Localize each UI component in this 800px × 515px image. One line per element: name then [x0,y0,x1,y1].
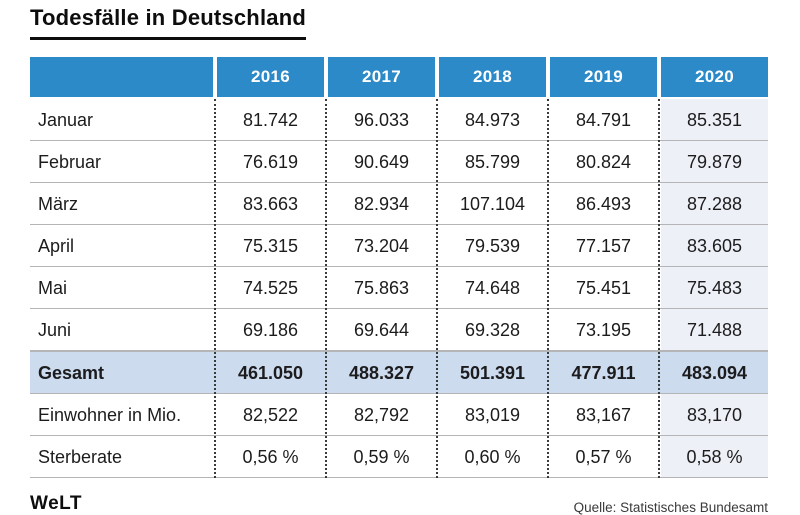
cell-value: 0,59 % [353,446,410,467]
cell-value: 74.525 [242,277,299,298]
table-row-april: April 75.315 73.204 79.539 77.157 83.605 [30,225,768,267]
row-label: April [38,235,75,256]
cell-value: 69.328 [464,319,521,340]
table-header-row: 2016 2017 2018 2019 2020 [30,57,768,97]
row-label: Februar [38,151,102,172]
table-row-sterberate: Sterberate 0,56 % 0,59 % 0,60 % 0,57 % 0… [30,436,768,478]
cell-value: 83,019 [464,404,521,425]
table-row-einwohner: Einwohner in Mio. 82,522 82,792 83,019 8… [30,394,768,436]
cell-value: 82,522 [242,404,299,425]
column-divider [214,99,216,478]
cell-value: 80.824 [575,151,632,172]
table-row-februar: Februar 76.619 90.649 85.799 80.824 79.8… [30,141,768,183]
row-label: März [38,193,78,214]
cell-value: 73.195 [575,319,632,340]
page-title: Todesfälle in Deutschland [30,5,306,40]
cell-value-2020: 83.605 [661,225,768,266]
row-label: Januar [38,109,94,130]
cell-value: 86.493 [575,193,632,214]
column-header-2020: 2020 [661,57,768,97]
column-header-2017: 2017 [328,57,435,97]
footer: WeLT Quelle: Statistisches Bundesamt [30,493,768,515]
cell-value: 73.204 [353,235,410,256]
table-body: Januar 81.742 96.033 84.973 84.791 85.35… [30,99,768,478]
data-table: 2016 2017 2018 2019 2020 Januar 81.742 9… [30,57,768,478]
cell-value-2020: 75.483 [661,267,768,308]
cell-value: 84.973 [464,109,521,130]
cell-value: 96.033 [353,109,410,130]
column-divider [547,99,549,478]
table-row-maerz: März 83.663 82.934 107.104 86.493 87.288 [30,183,768,225]
row-label: Mai [38,277,68,298]
column-divider [325,99,327,478]
cell-value: 90.649 [353,151,410,172]
cell-value-2020: 85.351 [661,99,768,140]
row-label: Gesamt [38,362,105,383]
cell-value: 84.791 [575,109,632,130]
cell-value: 79.539 [464,235,521,256]
column-divider [658,99,660,478]
cell-value-2020: 483.094 [681,362,748,383]
cell-value: 0,57 % [575,446,632,467]
cell-value: 75.315 [242,235,299,256]
cell-value: 69.644 [353,319,410,340]
source-attribution: Quelle: Statistisches Bundesamt [573,500,768,515]
table-row-juni: Juni 69.186 69.644 69.328 73.195 71.488 [30,309,768,351]
column-divider [436,99,438,478]
cell-value: 0,56 % [242,446,299,467]
cell-value: 83,167 [575,404,632,425]
cell-value: 488.327 [348,362,415,383]
column-header-2019: 2019 [550,57,657,97]
cell-value: 69.186 [242,319,299,340]
cell-value-2020: 83,170 [661,394,768,435]
cell-value: 74.648 [464,277,521,298]
cell-value-2020: 71.488 [661,309,768,350]
cell-value-2020: 79.879 [661,141,768,182]
column-header-2016: 2016 [217,57,324,97]
cell-value: 107.104 [459,193,526,214]
cell-value: 82,792 [353,404,410,425]
cell-value: 76.619 [242,151,299,172]
table-row-gesamt: Gesamt 461.050 488.327 501.391 477.911 4… [30,351,768,394]
column-header-2018: 2018 [439,57,546,97]
cell-value: 82.934 [353,193,410,214]
row-label: Sterberate [38,446,123,467]
cell-value: 461.050 [237,362,304,383]
cell-value: 75.451 [575,277,632,298]
cell-value-2020: 0,58 % [661,436,768,477]
cell-value: 85.799 [464,151,521,172]
cell-value: 83.663 [242,193,299,214]
corner-cell [30,57,213,97]
welt-logo: WeLT [30,493,82,514]
cell-value: 477.911 [571,362,636,383]
cell-value: 0,60 % [464,446,521,467]
table-row-mai: Mai 74.525 75.863 74.648 75.451 75.483 [30,267,768,309]
cell-value: 81.742 [242,109,299,130]
cell-value: 75.863 [353,277,410,298]
cell-value: 501.391 [459,362,526,383]
cell-value: 77.157 [575,235,632,256]
row-label: Einwohner in Mio. [38,404,182,425]
cell-value-2020: 87.288 [661,183,768,224]
table-row-januar: Januar 81.742 96.033 84.973 84.791 85.35… [30,99,768,141]
row-label: Juni [38,319,72,340]
